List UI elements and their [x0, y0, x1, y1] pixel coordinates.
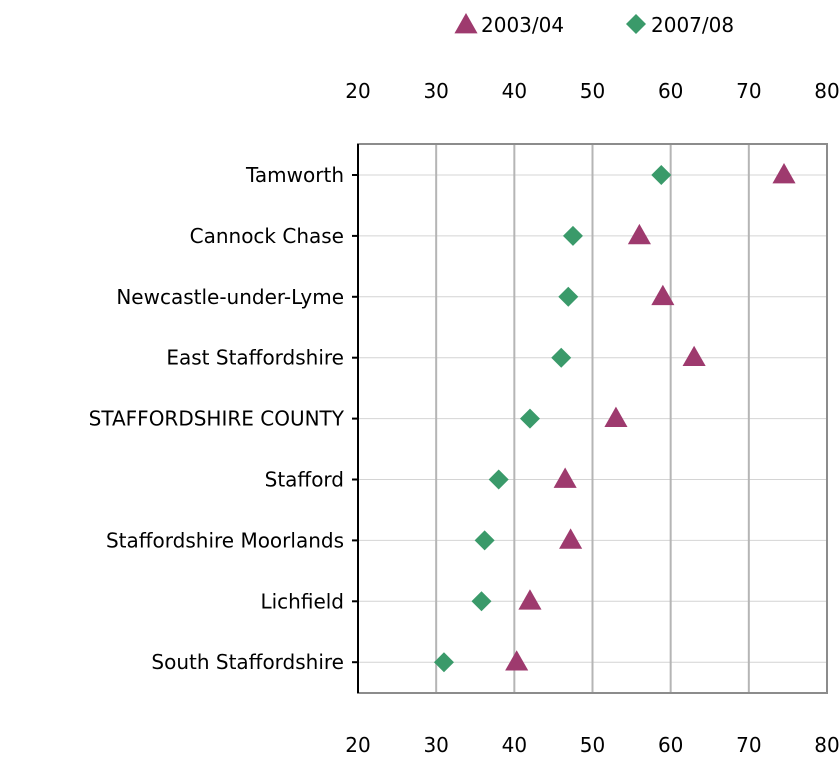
- marker-2007-08-staffordshire-moorlands: [474, 530, 495, 551]
- category-label-east-staffordshire: East Staffordshire: [166, 346, 344, 370]
- category-label-stafford: Stafford: [265, 468, 344, 492]
- marker-2003-04-staffordshire-county: [604, 406, 628, 427]
- bottom-tick-label-60: 60: [658, 733, 683, 757]
- bottom-tick-label-50: 50: [580, 733, 605, 757]
- plot-frame: [352, 143, 828, 694]
- marker-2003-04-stafford: [553, 467, 577, 488]
- marker-2003-04-staffordshire-moorlands: [559, 528, 583, 549]
- top-tick-label-80: 80: [814, 79, 839, 103]
- legend-item-2007-08: 2007/08: [626, 13, 734, 37]
- data-markers: [433, 163, 796, 673]
- top-tick-label-20: 20: [345, 79, 370, 103]
- marker-2003-04-east-staffordshire: [682, 345, 706, 367]
- marker-2007-08-staffordshire-county: [519, 408, 540, 429]
- marker-2007-08-stafford: [488, 469, 509, 490]
- marker-2003-04-lichfield: [518, 589, 542, 610]
- category-label-staffordshire-moorlands: Staffordshire Moorlands: [106, 528, 344, 552]
- category-label-tamworth: Tamworth: [245, 163, 344, 187]
- legend-label-2007-08: 2007/08: [651, 13, 734, 37]
- top-axis-tick-labels: 20 30 40 50 60 70 80: [345, 79, 839, 103]
- category-label-newcastle-under-lyme: Newcastle-under-Lyme: [116, 285, 344, 309]
- marker-2003-04-tamworth: [772, 163, 796, 184]
- marker-2007-08-tamworth: [651, 165, 672, 185]
- legend-triangle-icon: [454, 13, 478, 34]
- bottom-axis-tick-labels: 20 30 40 50 60 70 80: [345, 733, 839, 757]
- bottom-tick-label-30: 30: [423, 733, 448, 757]
- marker-2007-08-south-staffordshire: [433, 652, 454, 673]
- legend-label-2003-04: 2003/04: [481, 13, 564, 37]
- marker-2003-04-newcastle-under-lyme: [651, 284, 675, 306]
- marker-2007-08-east-staffordshire: [551, 347, 572, 368]
- marker-2003-04-cannock-chase: [627, 223, 651, 245]
- legend-diamond-icon: [626, 14, 646, 34]
- category-label-staffordshire-county: STAFFORDSHIRE COUNTY: [89, 407, 345, 431]
- marker-2007-08-newcastle-under-lyme: [558, 286, 579, 307]
- top-tick-label-30: 30: [423, 79, 448, 103]
- marker-2007-08-cannock-chase: [562, 225, 583, 246]
- bottom-tick-label-40: 40: [502, 733, 527, 757]
- marker-2003-04-south-staffordshire: [505, 650, 529, 671]
- top-tick-label-70: 70: [736, 79, 761, 103]
- bottom-tick-label-20: 20: [345, 733, 370, 757]
- legend-item-2003-04: 2003/04: [454, 13, 564, 37]
- top-tick-label-60: 60: [658, 79, 683, 103]
- top-tick-label-40: 40: [502, 79, 527, 103]
- bottom-tick-label-70: 70: [736, 733, 761, 757]
- category-label-cannock-chase: Cannock Chase: [190, 224, 344, 248]
- top-tick-label-50: 50: [580, 79, 605, 103]
- legend: 2003/04 2007/08: [454, 13, 734, 37]
- grid-lines: [358, 144, 827, 693]
- bottom-tick-label-80: 80: [814, 733, 839, 757]
- category-label-south-staffordshire: South Staffordshire: [151, 650, 344, 674]
- category-labels: Tamworth Cannock Chase Newcastle-under-Lym…: [89, 163, 345, 674]
- category-label-lichfield: Lichfield: [260, 589, 344, 613]
- marker-2007-08-lichfield: [471, 591, 492, 612]
